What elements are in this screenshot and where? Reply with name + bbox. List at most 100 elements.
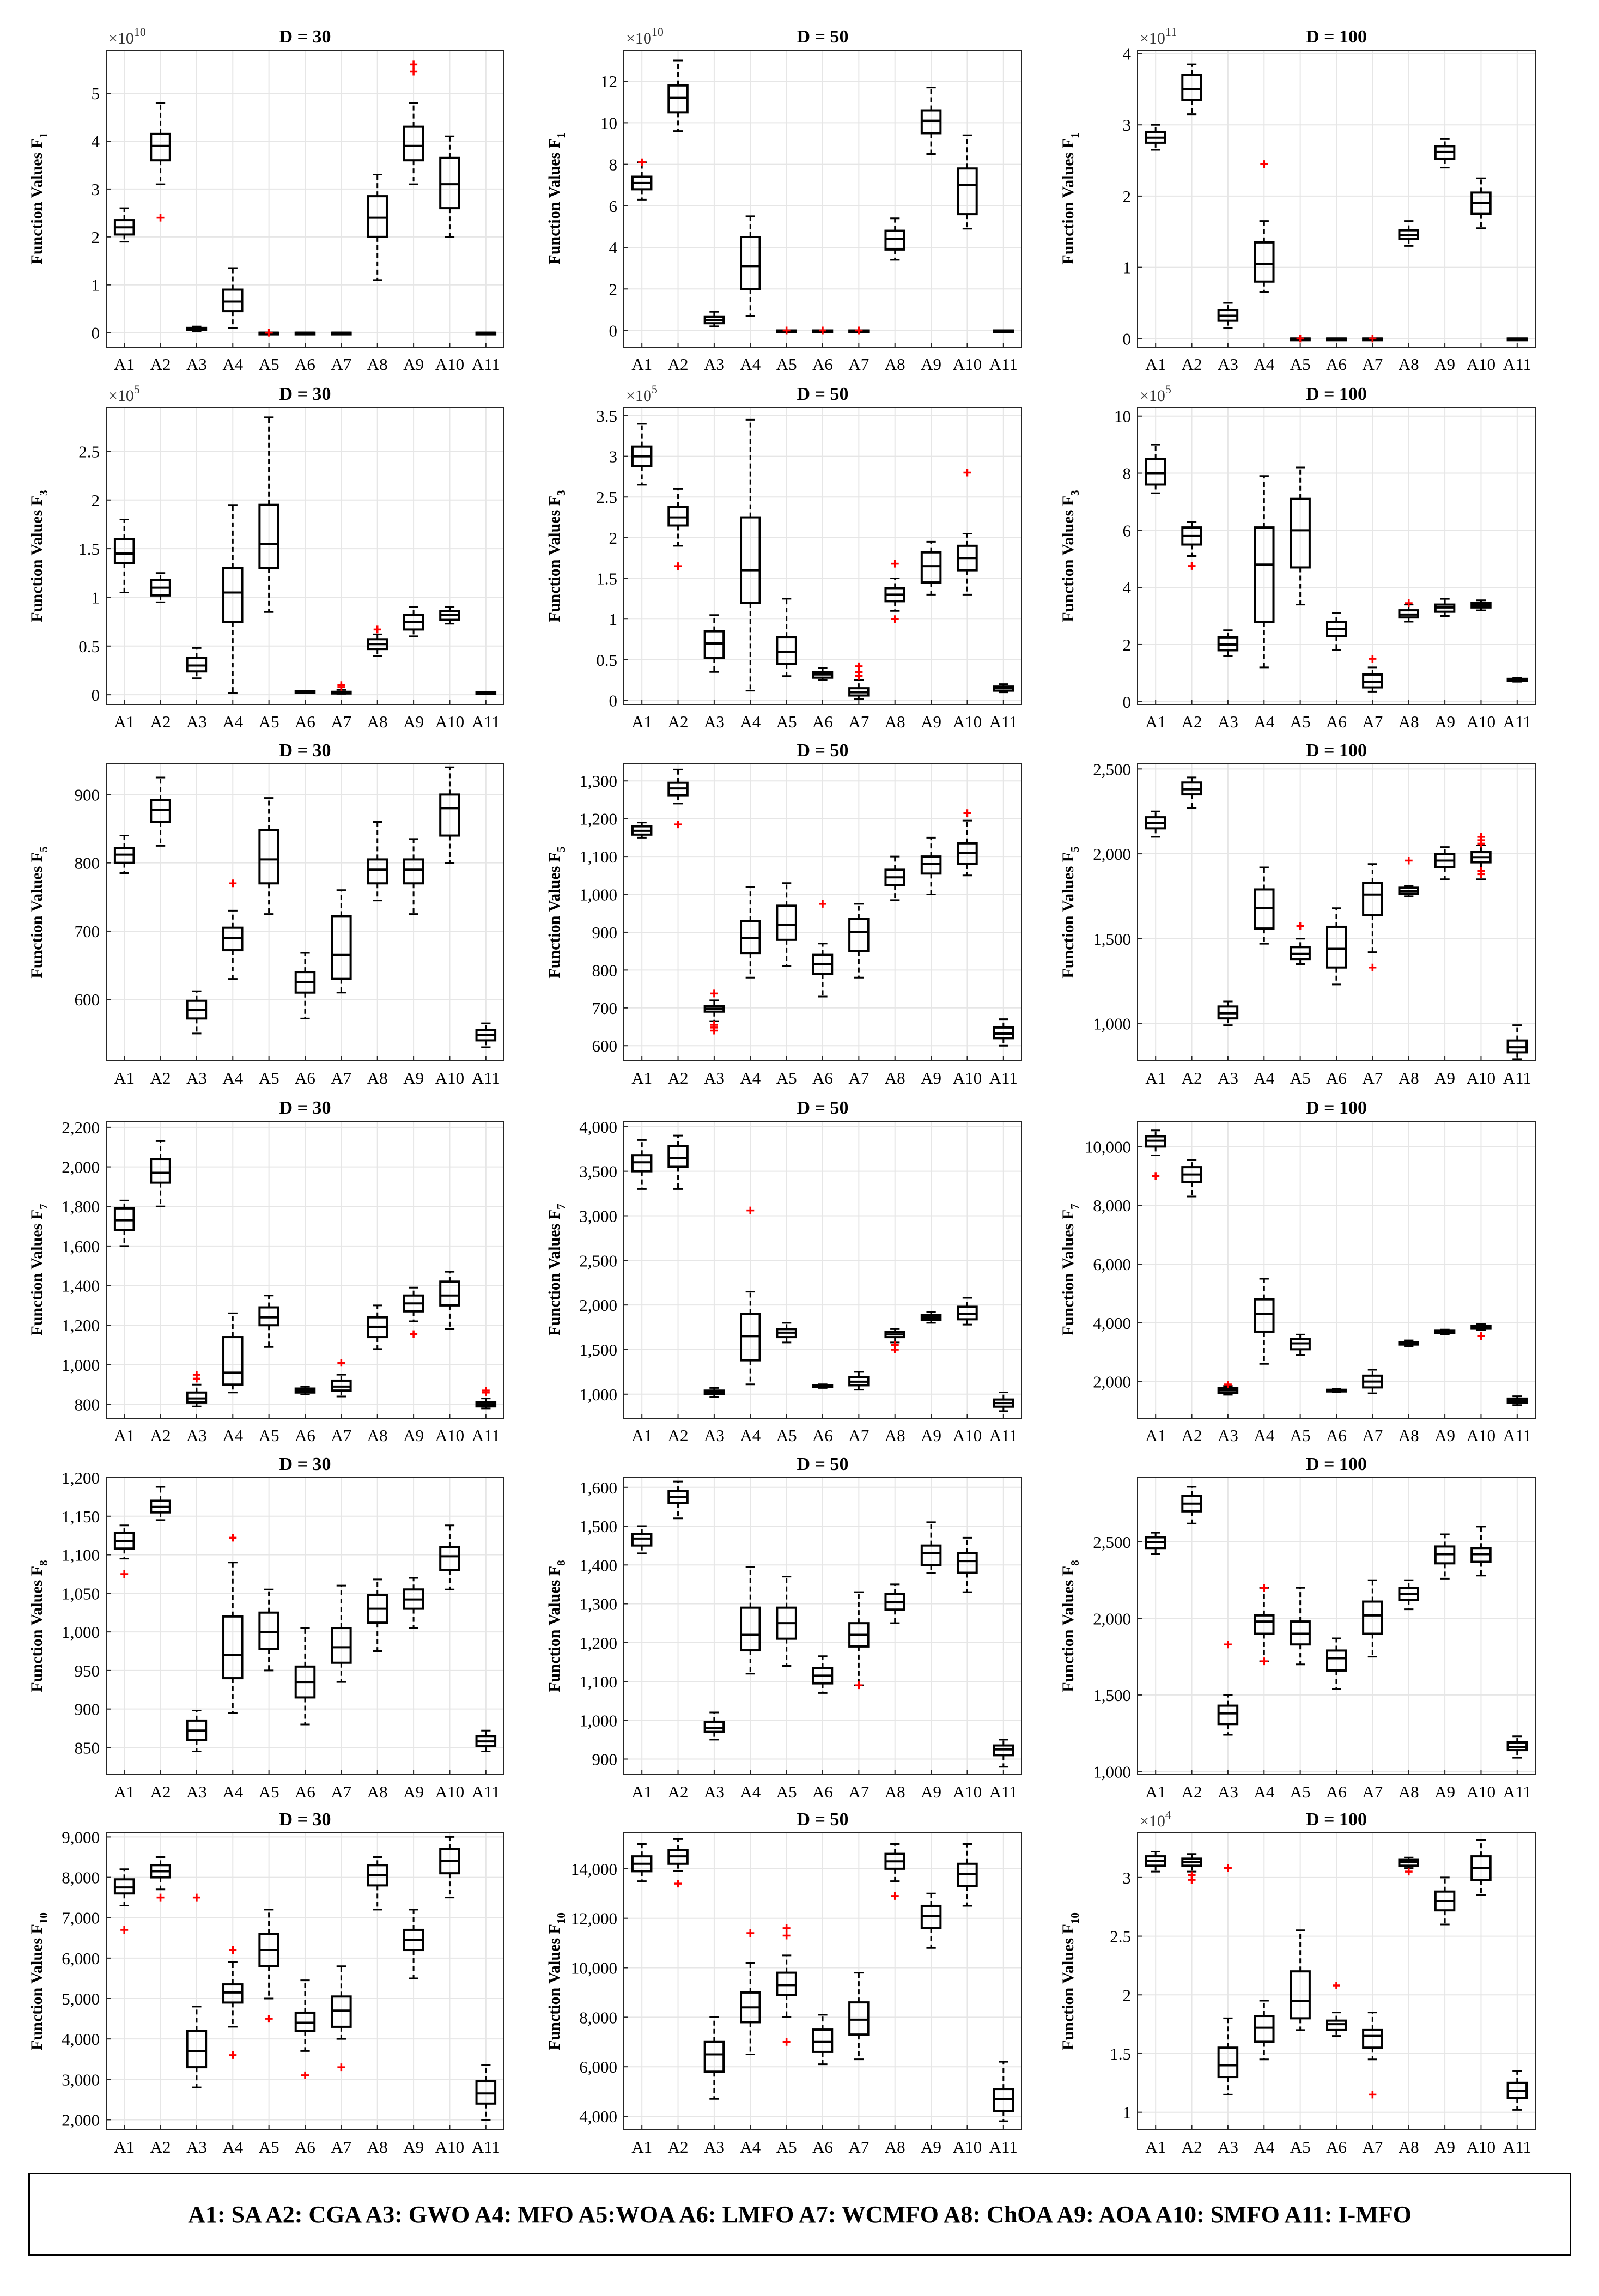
- box-A11: [475, 2064, 497, 2121]
- box-A6: [1326, 907, 1347, 986]
- axis-exponent: ×104: [1140, 1808, 1171, 1830]
- box-A4: [740, 1206, 761, 1386]
- x-tick-label: A1: [114, 355, 135, 374]
- x-tick-label: A10: [953, 1068, 982, 1088]
- box-A10: [1470, 1526, 1492, 1577]
- x-tick-label: A9: [921, 2137, 941, 2157]
- box-A8: [884, 855, 905, 901]
- outlier-point: [638, 158, 646, 166]
- outlier-point: [229, 879, 237, 888]
- x-tick-label: A1: [631, 1782, 652, 1801]
- x-tick-label: A9: [403, 1068, 424, 1088]
- x-tick-label: A7: [1362, 1068, 1383, 1088]
- x-tick-label: A2: [150, 1782, 171, 1801]
- x-tick-label: A5: [259, 1426, 279, 1445]
- box-A6: [294, 1386, 316, 1395]
- x-tick-label: A6: [295, 712, 315, 731]
- box-A10: [1470, 177, 1492, 229]
- box-iqr: [776, 636, 797, 665]
- outlier-point: [674, 562, 682, 570]
- x-tick-label: A7: [848, 712, 869, 731]
- y-tick-label: 700: [75, 922, 100, 941]
- x-tick-label: A2: [1182, 2137, 1202, 2157]
- x-tick-label: A9: [921, 712, 941, 731]
- chart-title: D = 100: [1306, 1454, 1367, 1474]
- outlier-point: [891, 615, 899, 623]
- y-tick-label: 2: [92, 228, 100, 247]
- x-tick-label: A6: [1326, 1782, 1347, 1801]
- y-tick-label: 12,000: [571, 1909, 617, 1928]
- chart-panel-18: 1 1.5 2 2.5 3 A1 A2 A3 A4 A5 A6 A7 A8 A9 A10 A11 D = 100…: [1059, 1808, 1536, 2157]
- box-A5: [1290, 335, 1311, 343]
- box-A1: [1145, 1532, 1166, 1555]
- box-iqr: [367, 858, 388, 885]
- y-tick-label: 2,500: [1093, 1533, 1131, 1552]
- x-tick-label: A3: [1218, 1068, 1238, 1088]
- x-tick-label: A10: [1467, 1068, 1495, 1088]
- box-iqr: [920, 1544, 942, 1566]
- box-A9: [1434, 846, 1456, 880]
- box-A3: [1217, 629, 1239, 657]
- chart-title: D = 50: [797, 1809, 849, 1830]
- box-A5: [776, 326, 797, 335]
- box-A1: [113, 1524, 135, 1578]
- box-A7: [331, 1584, 352, 1683]
- box-A5: [776, 1322, 797, 1344]
- box-A7: [331, 889, 352, 994]
- box-iqr: [439, 156, 460, 210]
- box-A11: [475, 1022, 497, 1048]
- x-tick-label: A7: [331, 1426, 351, 1445]
- box-iqr: [703, 2040, 725, 2073]
- x-tick-label: A2: [668, 1782, 689, 1801]
- box-A10: [439, 1524, 460, 1590]
- chart-panel-14: 900 1,000 1,100 1,200 1,300 1,400 1,500 1,600 A1…: [545, 1454, 1022, 1801]
- box-iqr: [957, 1862, 978, 1887]
- x-tick-label: A5: [259, 2137, 279, 2157]
- x-tick-label: A4: [1254, 1068, 1274, 1088]
- box-A10: [957, 1843, 978, 1907]
- outlier-point: [746, 1929, 755, 1937]
- box-A9: [403, 838, 424, 915]
- y-tick-label: 2: [609, 529, 618, 548]
- y-tick-label: 900: [592, 1750, 618, 1769]
- x-tick-label: A1: [1145, 2137, 1166, 2157]
- outlier-point: [855, 326, 863, 335]
- y-tick-label: 3: [609, 447, 618, 466]
- y-tick-label: 4: [92, 132, 100, 151]
- x-tick-label: A11: [1503, 2137, 1531, 2157]
- x-tick-label: A10: [1467, 1782, 1495, 1801]
- box-A2: [150, 1856, 171, 1902]
- x-tick-label: A7: [1362, 1782, 1383, 1801]
- chart-panel-9: 1,000 1,500 2,000 2,500 A1 A2 A3 A4 A5 A6 A7 A8 A9 A1…: [1059, 740, 1536, 1088]
- x-tick-label: A8: [1399, 1068, 1419, 1088]
- box-A2: [1181, 63, 1202, 116]
- y-tick-label: 2,000: [579, 1296, 617, 1315]
- y-tick-label: 0.5: [78, 637, 100, 656]
- x-tick-label: A7: [1362, 1426, 1383, 1445]
- x-tick-label: A3: [704, 1782, 725, 1801]
- outlier-point: [1224, 1641, 1232, 1649]
- outlier-point: [782, 326, 791, 335]
- box-A9: [1434, 1533, 1456, 1580]
- box-A2: [150, 1486, 171, 1521]
- outlier-point: [1260, 160, 1268, 168]
- box-A9: [920, 836, 942, 896]
- y-tick-label: 1,000: [579, 1711, 617, 1730]
- x-tick-label: A2: [150, 1426, 171, 1445]
- box-A8: [367, 625, 388, 657]
- x-tick-label: A11: [472, 2137, 500, 2157]
- outlier-point: [855, 662, 863, 670]
- axis-exponent: ×1011: [1140, 25, 1177, 47]
- x-tick-label: A6: [1326, 1426, 1347, 1445]
- box-A1: [1145, 1850, 1166, 1873]
- y-tick-label: 10: [1114, 407, 1131, 426]
- box-iqr: [222, 1336, 244, 1386]
- box-A1: [1145, 810, 1166, 838]
- y-tick-label: 1,100: [579, 847, 617, 866]
- y-tick-label: 10,000: [1085, 1137, 1131, 1156]
- chart-title: D = 50: [797, 384, 849, 404]
- box-A7: [1362, 2012, 1383, 2099]
- box-A2: [150, 572, 171, 603]
- outlier-point: [1296, 922, 1304, 930]
- x-tick-label: A1: [114, 712, 135, 731]
